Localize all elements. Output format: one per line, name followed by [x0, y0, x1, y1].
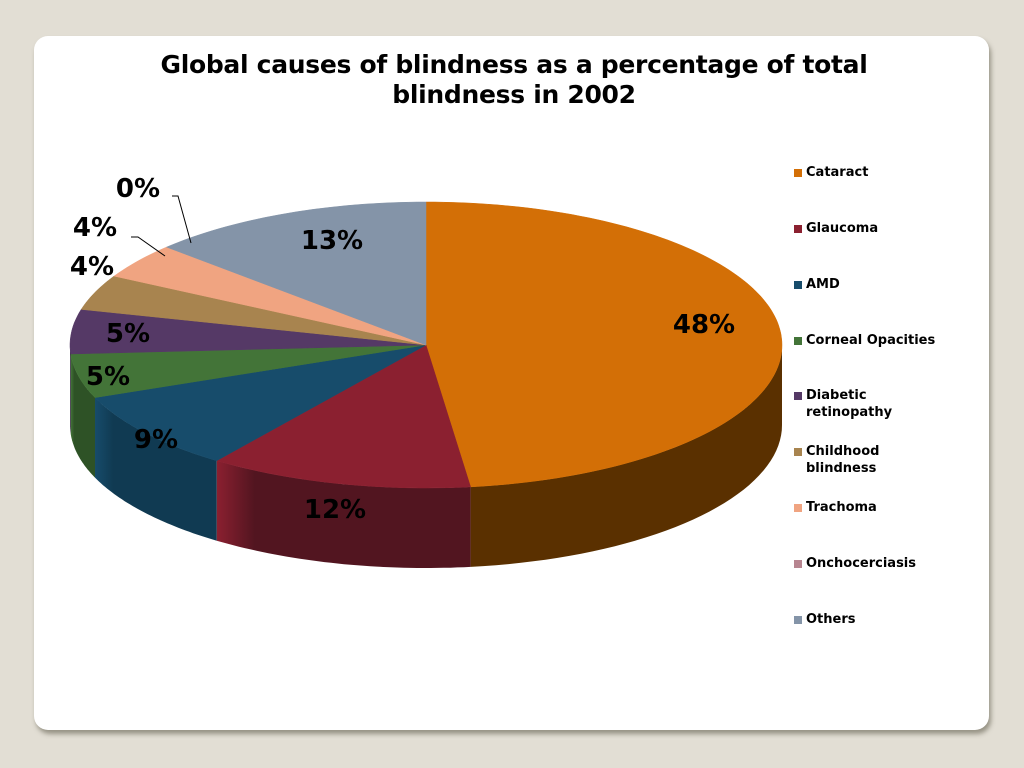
data-label: 9%	[134, 425, 178, 455]
legend-item-glaucoma: Glaucoma	[794, 220, 936, 237]
legend-label: AMD	[806, 277, 840, 292]
data-label: 5%	[106, 319, 150, 349]
legend-label: Trachoma	[806, 500, 877, 515]
data-label: 12%	[304, 495, 366, 525]
pie-slice-trachoma	[113, 246, 427, 346]
legend-label: Onchocerciasis	[806, 556, 916, 571]
pie-side-corneal-opacities	[70, 354, 95, 478]
pie-sides	[70, 345, 782, 568]
legend-item-cataract: Cataract	[794, 164, 936, 181]
legend-item-childhood-blindness: Childhood blindness	[794, 443, 936, 477]
legend-item-diabetic-retinopathy: Diabetic retinopathy	[794, 387, 936, 421]
pie-slice-childhood-blindness	[80, 275, 427, 346]
leader-line-onchocerciasis	[172, 195, 192, 244]
legend-swatch	[794, 337, 802, 345]
leader-lines	[131, 195, 192, 257]
legend-label: Cataract	[806, 165, 869, 180]
pie-side-amd	[95, 397, 217, 541]
legend-swatch	[794, 281, 802, 289]
data-label: 4%	[73, 213, 117, 243]
legend-label: Childhood blindness	[806, 444, 880, 476]
legend-item-others: Others	[794, 611, 936, 628]
data-label: 0%	[116, 174, 160, 204]
data-label: 13%	[301, 226, 363, 256]
legend-item-amd: AMD	[794, 276, 936, 293]
pie-slice-cataract	[425, 201, 783, 488]
chart-title: Global causes of blindness as a percenta…	[160, 50, 868, 109]
data-label: 4%	[70, 252, 114, 282]
legend-swatch	[794, 448, 802, 456]
pie-side-glaucoma	[216, 460, 471, 568]
pie-slice-glaucoma	[216, 344, 471, 489]
legend-swatch	[794, 392, 802, 400]
legend-item-onchocerciasis: Onchocerciasis	[794, 555, 936, 572]
legend-swatch	[794, 616, 802, 624]
legend-swatch	[794, 560, 802, 568]
legend-swatch	[794, 169, 802, 177]
pie-slice-corneal-opacities	[70, 344, 427, 398]
pie-side-diabetic-retinopathy	[70, 345, 71, 434]
pie-slice-amd	[94, 344, 427, 461]
legend-item-trachoma: Trachoma	[794, 499, 936, 516]
pie-slice-others	[165, 201, 427, 346]
data-labels: 48% 12% 9% 5% 5% 4% 4% 0% 13%	[70, 174, 735, 525]
legend-label: Diabetic retinopathy	[806, 388, 893, 420]
legend-swatch	[794, 504, 802, 512]
pie-slice-diabetic-retinopathy	[69, 309, 427, 355]
legend-label: Others	[806, 612, 856, 627]
legend-label: Corneal Opacities	[806, 333, 936, 348]
pie-top	[69, 201, 783, 489]
legend-swatch	[794, 225, 802, 233]
leader-line-trachoma	[131, 236, 166, 257]
data-label: 5%	[86, 362, 130, 392]
legend-label: Glaucoma	[806, 221, 879, 236]
legend-item-corneal-opacities: Corneal Opacities	[794, 332, 936, 349]
pie-side-cataract	[470, 345, 782, 567]
data-label: 48%	[673, 310, 735, 340]
